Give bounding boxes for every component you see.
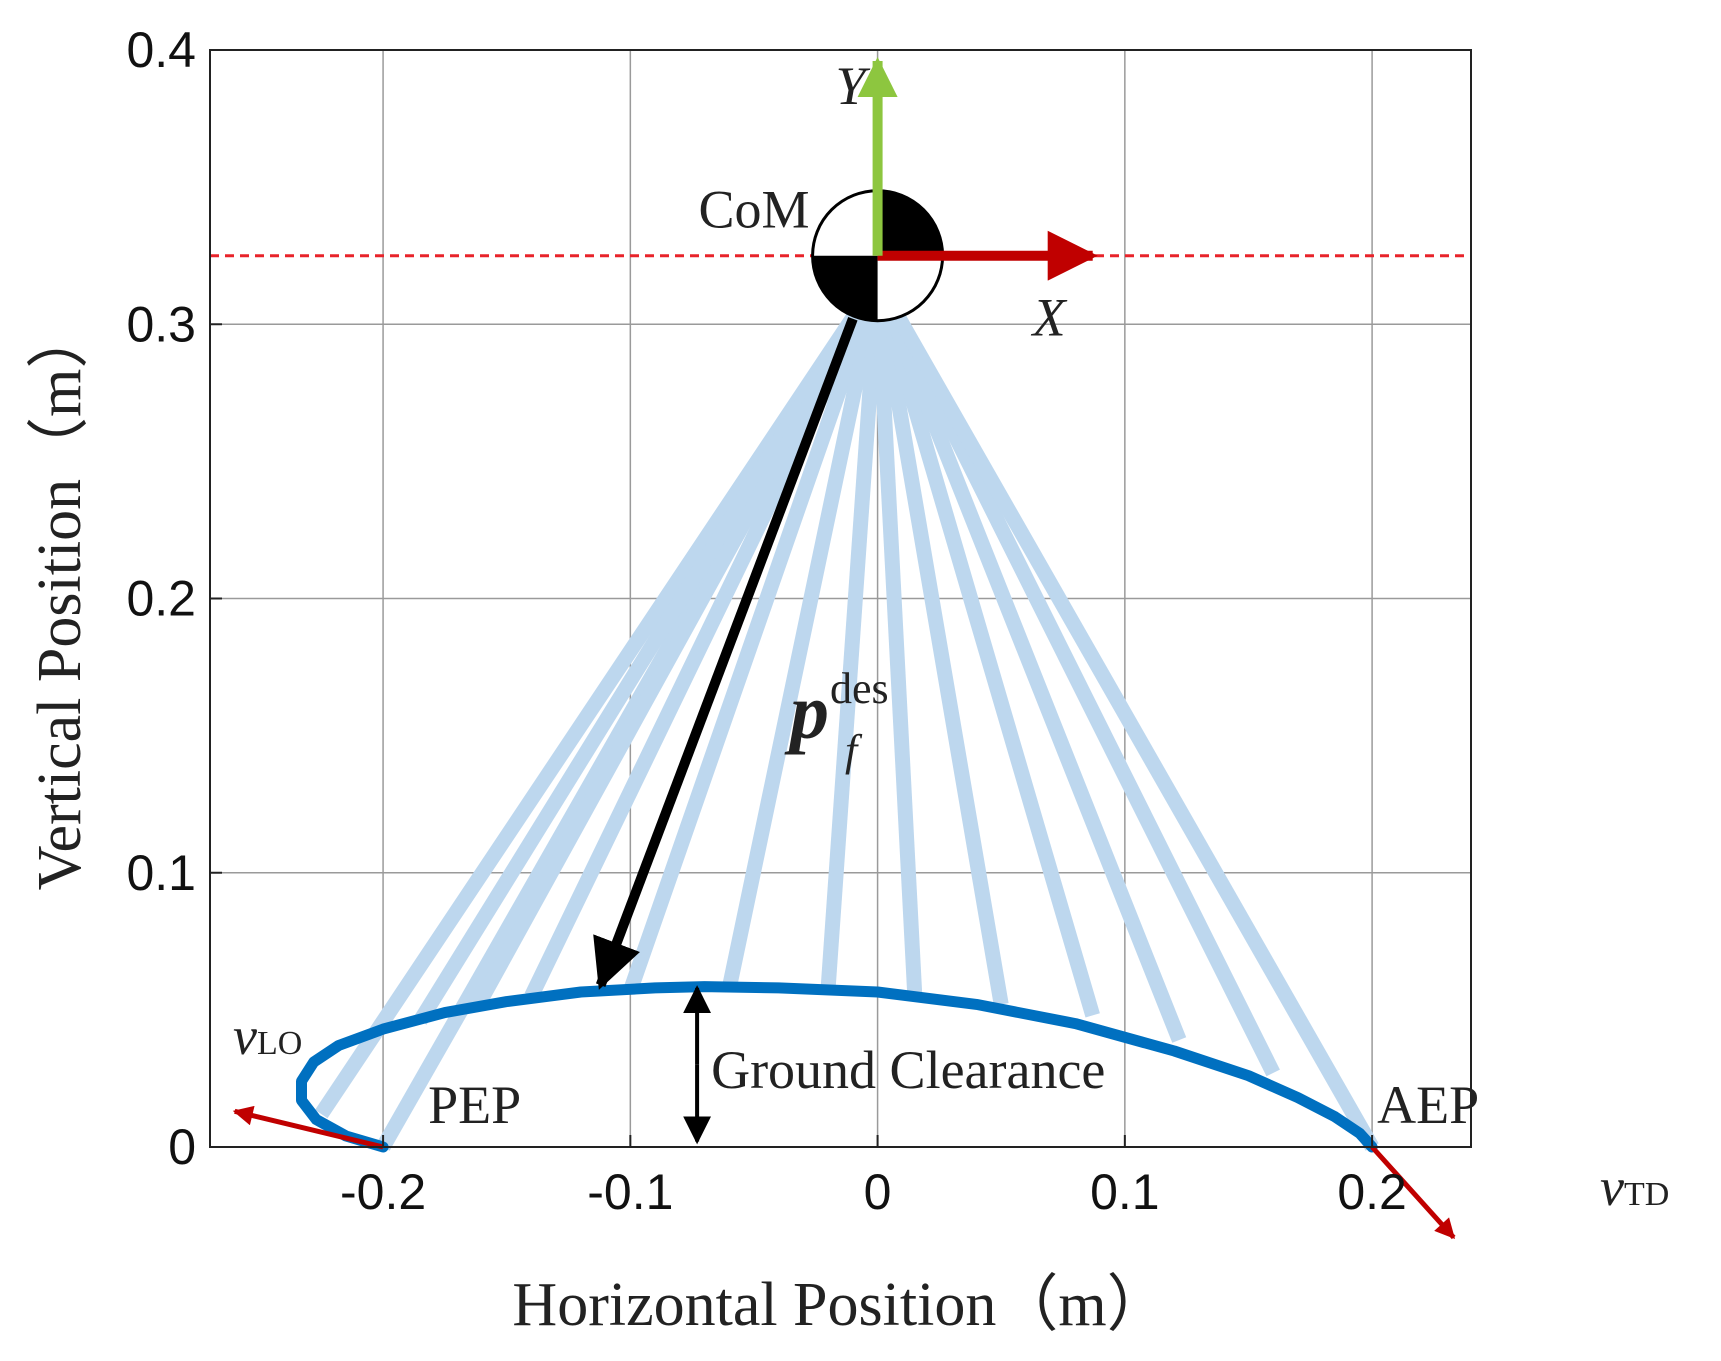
leg-line bbox=[623, 278, 885, 994]
x-tick-label: -0.1 bbox=[587, 1164, 673, 1220]
v-td-base: v bbox=[1600, 1157, 1624, 1217]
desired-foot-vector-subscript: f bbox=[845, 726, 863, 775]
aep-label: AEP bbox=[1377, 1075, 1479, 1135]
x-tick-label: -0.2 bbox=[340, 1164, 426, 1220]
y-tick-label: 0.4 bbox=[126, 22, 196, 78]
com-label: CoM bbox=[699, 180, 810, 240]
y-axis-label: Vertical Position（m） bbox=[26, 307, 94, 891]
y-tick-label: 0.1 bbox=[126, 845, 196, 901]
desired-foot-vector-label: p bbox=[784, 668, 829, 755]
leg-line bbox=[871, 276, 1379, 1151]
leg-line bbox=[870, 280, 923, 994]
com-marker-quadrant bbox=[812, 255, 878, 321]
leg-line bbox=[870, 277, 1280, 1077]
v-lo-subscript: LO bbox=[257, 1025, 302, 1062]
x-tick-label: 0 bbox=[864, 1164, 892, 1220]
trajectory-series bbox=[296, 981, 1378, 1153]
v-lo-label: vLO bbox=[233, 1006, 302, 1066]
velocity-arrow-v-lo bbox=[232, 1105, 384, 1150]
tick-labels: -0.2 -0.1 0 0.1 0.2 0 0.1 0.2 0.3 0.4 bbox=[126, 22, 1406, 1220]
x-tick-label: 0.1 bbox=[1090, 1164, 1160, 1220]
desired-foot-vector-arrow bbox=[593, 316, 858, 990]
desired-foot-vector-superscript: des bbox=[830, 664, 889, 713]
foot-trajectory-line bbox=[296, 981, 1378, 1153]
x-tick-label: 0.2 bbox=[1337, 1164, 1407, 1220]
y-tick-label: 0.3 bbox=[126, 296, 196, 352]
leg-line bbox=[870, 278, 1100, 1018]
leg-lines bbox=[315, 276, 1379, 1151]
x-axis-label: Horizontal Position（m） bbox=[512, 1271, 1168, 1339]
frame-y-axis-label: Y bbox=[836, 56, 871, 116]
v-td-label: vTD bbox=[1600, 1157, 1669, 1217]
y-tick-label: 0 bbox=[168, 1119, 196, 1175]
ground-clearance-label: Ground Clearance bbox=[711, 1040, 1105, 1100]
velocity-arrow-v-td bbox=[1370, 1145, 1456, 1240]
y-tick-label: 0.2 bbox=[126, 571, 196, 627]
annotations bbox=[232, 56, 1456, 1240]
v-lo-base: v bbox=[233, 1006, 257, 1066]
pep-label: PEP bbox=[428, 1075, 521, 1135]
leg-line bbox=[870, 279, 1009, 1006]
v-td-subscript: TD bbox=[1624, 1176, 1669, 1213]
leg-line bbox=[820, 280, 886, 989]
frame-x-axis-label: X bbox=[1031, 288, 1068, 348]
com-marker-quadrant bbox=[877, 190, 943, 256]
leg-line bbox=[721, 279, 885, 990]
leg-line bbox=[870, 277, 1187, 1043]
